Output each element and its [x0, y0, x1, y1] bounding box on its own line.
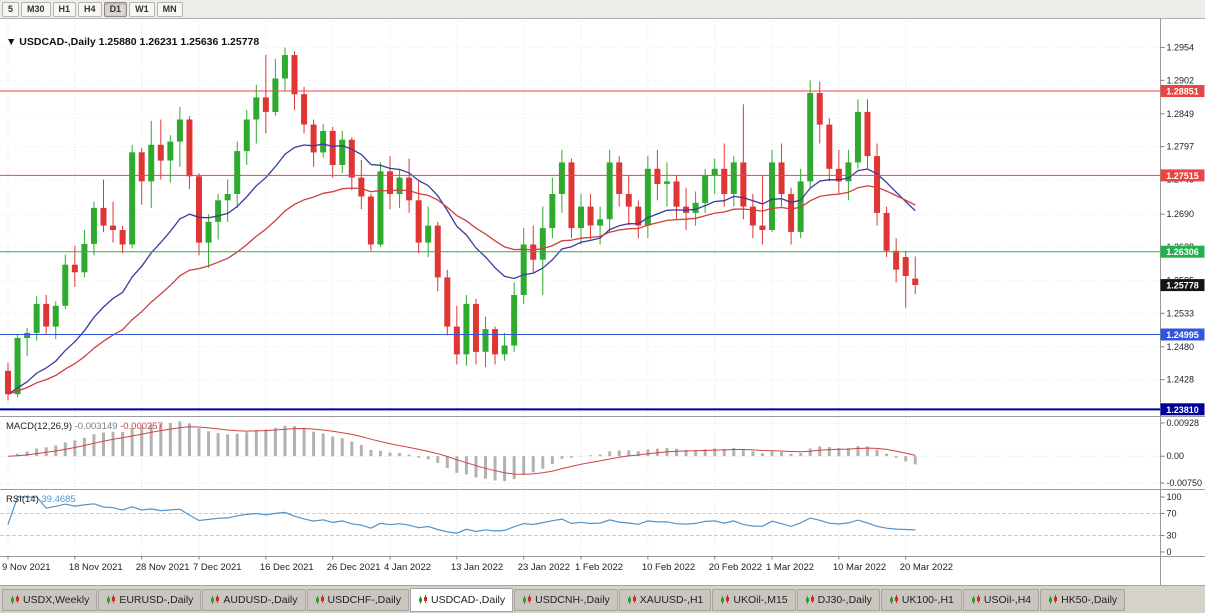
svg-text:1.2480: 1.2480	[1167, 342, 1195, 352]
chart-tab-usoil[interactable]: USOil-,H4	[962, 588, 1040, 611]
svg-text:26 Dec 2021: 26 Dec 2021	[327, 562, 381, 573]
svg-text:0.00928: 0.00928	[1167, 418, 1200, 428]
candlesticks	[5, 47, 919, 401]
svg-text:1.2902: 1.2902	[1167, 75, 1195, 85]
svg-text:1.28851: 1.28851	[1166, 87, 1199, 97]
tab-chart-icon	[419, 594, 428, 604]
rsi-label: RSI(14) 39.4685	[6, 494, 76, 505]
chart-tab-audusd[interactable]: AUDUSD-,Daily	[202, 588, 306, 611]
tab-label: EURUSD-,Daily	[119, 593, 194, 606]
chart-tab-eurusd[interactable]: EURUSD-,Daily	[98, 588, 202, 611]
chart-tab-dj30[interactable]: DJ30-,Daily	[796, 588, 880, 611]
tab-label: AUDUSD-,Daily	[223, 593, 298, 606]
chart-tab-ukoil[interactable]: UKOil-,M15	[712, 588, 796, 611]
svg-text:4 Jan 2022: 4 Jan 2022	[384, 562, 431, 573]
price-badge: 1.23810	[1160, 403, 1205, 416]
svg-text:13 Jan 2022: 13 Jan 2022	[451, 562, 503, 573]
timeframe-toolbar: 5 M30 H1 H4 D1 W1 MN	[0, 0, 1205, 19]
tab-label: USDCNH-,Daily	[535, 593, 610, 606]
svg-text:7 Dec 2021: 7 Dec 2021	[193, 562, 242, 573]
svg-text:10 Mar 2022: 10 Mar 2022	[833, 562, 886, 573]
chart-tab-usdcnh[interactable]: USDCNH-,Daily	[514, 588, 618, 611]
tab-label: USOil-,H4	[983, 593, 1032, 606]
timeframe-button-m30[interactable]: M30	[21, 1, 51, 17]
svg-text:0: 0	[1167, 547, 1172, 557]
chart-tab-usdcad[interactable]: USDCAD-,Daily	[410, 587, 514, 612]
macd-label: MACD(12,26,9) -0.003149 -0.000257	[6, 421, 163, 432]
date-axis: 9 Nov 2021 18 Nov 2021 28 Nov 2021 7 Dec 20…	[2, 556, 953, 573]
tab-label: UKOil-,M15	[733, 593, 788, 606]
tab-chart-icon	[1049, 594, 1058, 604]
macd-signal-line	[7, 426, 916, 475]
svg-text:23 Jan 2022: 23 Jan 2022	[518, 562, 570, 573]
svg-text:18 Nov 2021: 18 Nov 2021	[69, 562, 123, 573]
svg-text:16 Dec 2021: 16 Dec 2021	[260, 562, 314, 573]
timeframe-button-5[interactable]: 5	[2, 1, 20, 17]
chart-tab-hk50[interactable]: HK50-,Daily	[1040, 588, 1126, 611]
svg-text:100: 100	[1167, 492, 1182, 502]
timeframe-button-h1[interactable]: H1	[52, 1, 77, 17]
svg-text:1.25778: 1.25778	[1166, 281, 1199, 291]
tab-chart-icon	[107, 594, 116, 604]
svg-text:1.2797: 1.2797	[1167, 142, 1195, 152]
chart-background	[0, 19, 1205, 585]
svg-text:20 Mar 2022: 20 Mar 2022	[900, 562, 953, 573]
chart-tab-uk100[interactable]: UK100-,H1	[880, 588, 962, 611]
grid	[0, 21, 1161, 557]
svg-text:70: 70	[1167, 509, 1177, 519]
svg-text:1.2533: 1.2533	[1167, 308, 1195, 318]
moving-average-17	[7, 143, 916, 395]
chart-tab-usdchf[interactable]: USDCHF-,Daily	[306, 588, 410, 611]
svg-text:1 Mar 2022: 1 Mar 2022	[766, 562, 814, 573]
tab-chart-icon	[315, 594, 324, 604]
chart-tab-bar: USDX,Weekly EURUSD-,Daily AUDUSD-,Daily USD…	[0, 585, 1205, 613]
price-badge: 1.24995	[1160, 328, 1205, 341]
moving-average-34	[7, 185, 916, 395]
svg-text:1.2428: 1.2428	[1167, 375, 1195, 385]
svg-text:1.23810: 1.23810	[1166, 405, 1199, 415]
svg-text:1.27515: 1.27515	[1166, 171, 1199, 181]
tab-label: HK50-,Daily	[1061, 593, 1118, 606]
price-badge: 1.27515	[1160, 169, 1205, 182]
svg-text:20 Feb 2022: 20 Feb 2022	[709, 562, 762, 573]
svg-text:0.00: 0.00	[1167, 451, 1185, 461]
price-badge: 1.25778	[1160, 279, 1205, 292]
chart-tab-xauusd[interactable]: XAUUSD-,H1	[618, 588, 712, 611]
svg-text:28 Nov 2021: 28 Nov 2021	[136, 562, 190, 573]
svg-text:-0.00750: -0.00750	[1167, 478, 1203, 488]
tab-label: USDCAD-,Daily	[431, 593, 506, 606]
price-badge: 1.26306	[1160, 245, 1205, 258]
tab-chart-icon	[211, 594, 220, 604]
svg-text:1.2690: 1.2690	[1167, 209, 1195, 219]
timeframe-button-w1[interactable]: W1	[129, 1, 155, 17]
timeframe-button-h4[interactable]: H4	[78, 1, 102, 17]
chart-tab-usdx[interactable]: USDX,Weekly	[2, 588, 98, 611]
svg-text:10 Feb 2022: 10 Feb 2022	[642, 562, 695, 573]
svg-text:1.2849: 1.2849	[1167, 109, 1195, 119]
tab-label: USDCHF-,Daily	[327, 593, 402, 606]
svg-text:30: 30	[1167, 531, 1177, 541]
rsi-line	[7, 496, 916, 534]
tab-chart-icon	[11, 594, 19, 604]
svg-text:9 Nov 2021: 9 Nov 2021	[2, 562, 51, 573]
timeframe-button-mn[interactable]: MN	[156, 1, 183, 17]
tab-chart-icon	[721, 594, 730, 604]
tab-chart-icon	[971, 594, 980, 604]
chart-canvas[interactable]: 1.29541.29021.28491.27971.27451.26901.26…	[0, 19, 1205, 585]
tab-chart-icon	[627, 594, 636, 604]
timeframe-button-d1[interactable]: D1	[103, 1, 128, 17]
tab-chart-icon	[889, 594, 898, 604]
tab-label: USDX,Weekly	[23, 593, 90, 606]
svg-text:1.2954: 1.2954	[1167, 43, 1195, 53]
tab-label: DJ30-,Daily	[817, 593, 872, 606]
chart-title: ▼ USDCAD-,Daily 1.25880 1.26231 1.25636 …	[6, 36, 259, 48]
tab-chart-icon	[805, 594, 814, 604]
tab-chart-icon	[523, 594, 532, 604]
tab-label: UK100-,H1	[901, 593, 954, 606]
svg-text:1 Feb 2022: 1 Feb 2022	[575, 562, 623, 573]
price-badge: 1.28851	[1160, 85, 1205, 97]
tab-label: XAUUSD-,H1	[639, 593, 704, 606]
svg-text:1.26306: 1.26306	[1166, 247, 1199, 257]
svg-text:1.24995: 1.24995	[1166, 330, 1199, 340]
